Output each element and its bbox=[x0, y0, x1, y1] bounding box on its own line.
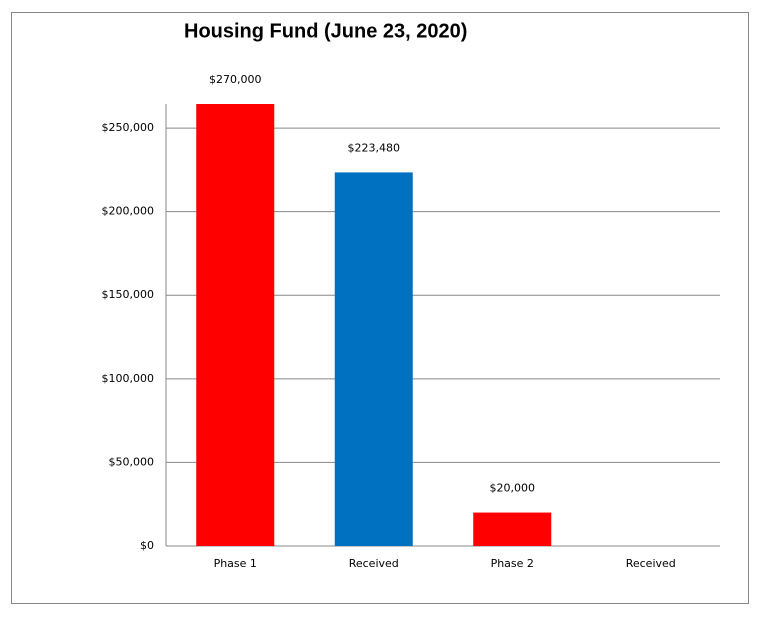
x-tick-label: Received bbox=[626, 557, 676, 570]
x-tick-label: Phase 1 bbox=[214, 557, 257, 570]
bar bbox=[334, 172, 413, 546]
y-tick-label: $100,000 bbox=[102, 372, 155, 385]
y-tick-label: $250,000 bbox=[102, 121, 155, 134]
data-label: $223,480 bbox=[348, 141, 401, 154]
data-label: $20,000 bbox=[490, 482, 536, 495]
chart-title: Housing Fund (June 23, 2020) bbox=[184, 20, 467, 42]
bar bbox=[196, 104, 275, 546]
x-tick-label: Phase 2 bbox=[491, 557, 534, 570]
y-tick-label: $0 bbox=[140, 539, 154, 552]
y-tick-label: $200,000 bbox=[102, 205, 155, 218]
y-tick-label: $50,000 bbox=[109, 455, 155, 468]
bar bbox=[473, 512, 552, 546]
data-label: $270,000 bbox=[209, 73, 262, 86]
x-tick-label: Received bbox=[349, 557, 399, 570]
y-tick-label: $150,000 bbox=[102, 288, 155, 301]
